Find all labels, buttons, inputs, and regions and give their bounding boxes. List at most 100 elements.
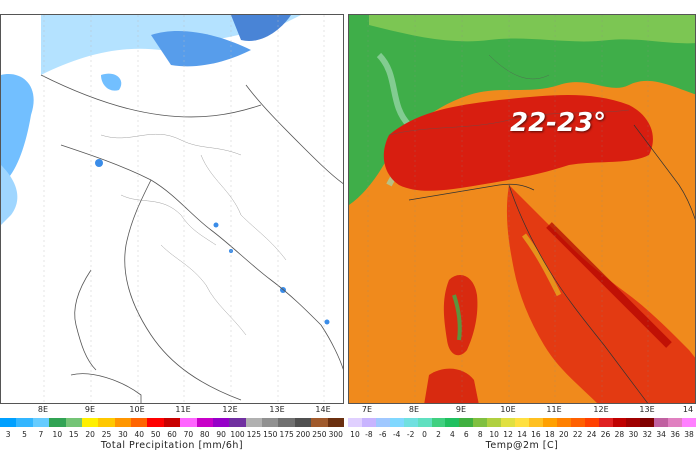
lon-tick: 14E [315,405,331,414]
colorbar-label: -2 [406,430,415,439]
colorbar-label: 40 [134,430,145,439]
colorbar-label: -8 [365,430,373,439]
colorbar-swatch [114,418,131,427]
temperature-colorbar-title: Temp@2m [C] [485,440,559,451]
colorbar-label: 25 [101,430,112,439]
colorbar-swatch [459,418,474,427]
colorbar-label: 20 [85,430,95,439]
colorbar-swatch [431,418,446,427]
colorbar-label: 28 [614,430,625,439]
colorbar-swatch [229,418,246,427]
lon-tick: 9E [455,405,467,414]
colorbar-swatch [294,418,312,427]
colorbar-label: 175 [279,430,294,439]
temperature-map [348,14,696,404]
colorbar-swatch [262,418,279,427]
colorbar-swatch [327,418,344,427]
lon-tick: 14 [682,405,694,414]
colorbar-swatch [487,418,502,427]
colorbar-swatch [196,418,213,427]
colorbar-swatch [528,418,543,427]
temperature-colorbar-labels: 10 -8 -6 -4 -2 0 2 4 6 8 10 12 14 16 18 20 22 24 26 28 30 32 3… [348,430,696,440]
precipitation-longitude-axis: 8E 9E 10E 11E 12E 13E 14E [0,405,344,417]
precipitation-map-panel: 8E 9E 10E 11E 12E 13E 14E 3 5 7 10 15 20 25 30 4… [0,0,344,453]
colorbar-label: 38 [684,430,694,439]
colorbar-swatch [654,418,669,427]
precipitation-map-canvas [1,15,343,403]
colorbar-swatch [403,418,418,427]
precipitation-colorbar [0,418,344,427]
precipitation-colorbar-title: Total Precipitation [mm/6h] [100,440,244,451]
colorbar-label: 4 [450,430,455,439]
temperature-map-canvas [349,15,695,403]
colorbar-label: 30 [628,430,639,439]
lon-tick: 11E [546,405,562,414]
lon-tick: 12E [593,405,609,414]
lon-tick: 13E [269,405,285,414]
colorbar-label: 32 [642,430,653,439]
lon-tick: 10E [129,405,145,414]
colorbar-swatch [375,418,390,427]
colorbar-swatch [668,418,683,427]
colorbar-label: 200 [295,430,311,439]
colorbar-label: 10 [52,430,63,439]
colorbar-swatch [147,418,164,427]
lon-tick: 8E [37,405,49,414]
colorbar-swatch [81,418,99,427]
temperature-map-panel: 7E 8E 9E 10E 11E 12E 13E 14 10 -8 -6 -4 -2 0 2… [348,0,696,453]
colorbar-swatch [49,418,66,427]
colorbar-label: 12 [503,430,513,439]
colorbar-swatch [361,418,376,427]
temperature-longitude-axis: 7E 8E 9E 10E 11E 12E 13E 14 [348,405,696,417]
colorbar-swatch [612,418,627,427]
colorbar-label: 125 [246,430,262,439]
colorbar-label: 34 [656,430,666,439]
colorbar-label: 100 [230,430,245,439]
colorbar-label: 15 [68,430,79,439]
temperature-annotation: 22-23° [510,108,607,138]
colorbar-swatch [163,418,181,427]
colorbar-swatch [311,418,328,427]
colorbar-swatch [682,418,696,427]
colorbar-label: 250 [312,430,327,439]
colorbar-swatch [445,418,460,427]
colorbar-label: 50 [150,430,161,439]
colorbar-swatch [473,418,488,427]
colorbar-label: 6 [463,430,469,439]
colorbar-swatch [278,418,295,427]
colorbar-label: 36 [670,430,680,439]
colorbar-label: 3 [5,430,11,439]
colorbar-label: 0 [422,430,427,439]
colorbar-swatch [212,418,230,427]
colorbar-label: 30 [118,430,128,439]
colorbar-swatch [598,418,613,427]
colorbar-swatch [16,418,33,427]
colorbar-swatch [98,418,115,427]
colorbar-label: 22 [572,430,583,439]
colorbar-label: 10 [350,430,360,439]
lon-tick: 13E [639,405,655,414]
colorbar-swatch [542,418,557,427]
colorbar-swatch [389,418,404,427]
lon-tick: 11E [175,405,191,414]
colorbar-swatch [180,418,197,427]
colorbar-label: 24 [586,430,597,439]
colorbar-swatch [131,418,148,427]
colorbar-swatch [417,418,432,427]
colorbar-label: 2 [436,430,441,439]
colorbar-swatch [584,418,599,427]
colorbar-swatch [32,418,50,427]
colorbar-label: 26 [600,430,611,439]
colorbar-label: 14 [517,430,527,439]
colorbar-label: 300 [328,430,343,439]
lon-tick: 7E [361,405,373,414]
colorbar-label: 150 [263,430,278,439]
colorbar-swatch [65,418,82,427]
colorbar-label: 70 [183,430,194,439]
colorbar-swatch [245,418,262,427]
lon-tick: 12E [222,405,238,414]
colorbar-swatch [640,418,655,427]
precipitation-map [0,14,344,404]
lon-tick: 8E [408,405,420,414]
colorbar-label: 80 [199,430,210,439]
